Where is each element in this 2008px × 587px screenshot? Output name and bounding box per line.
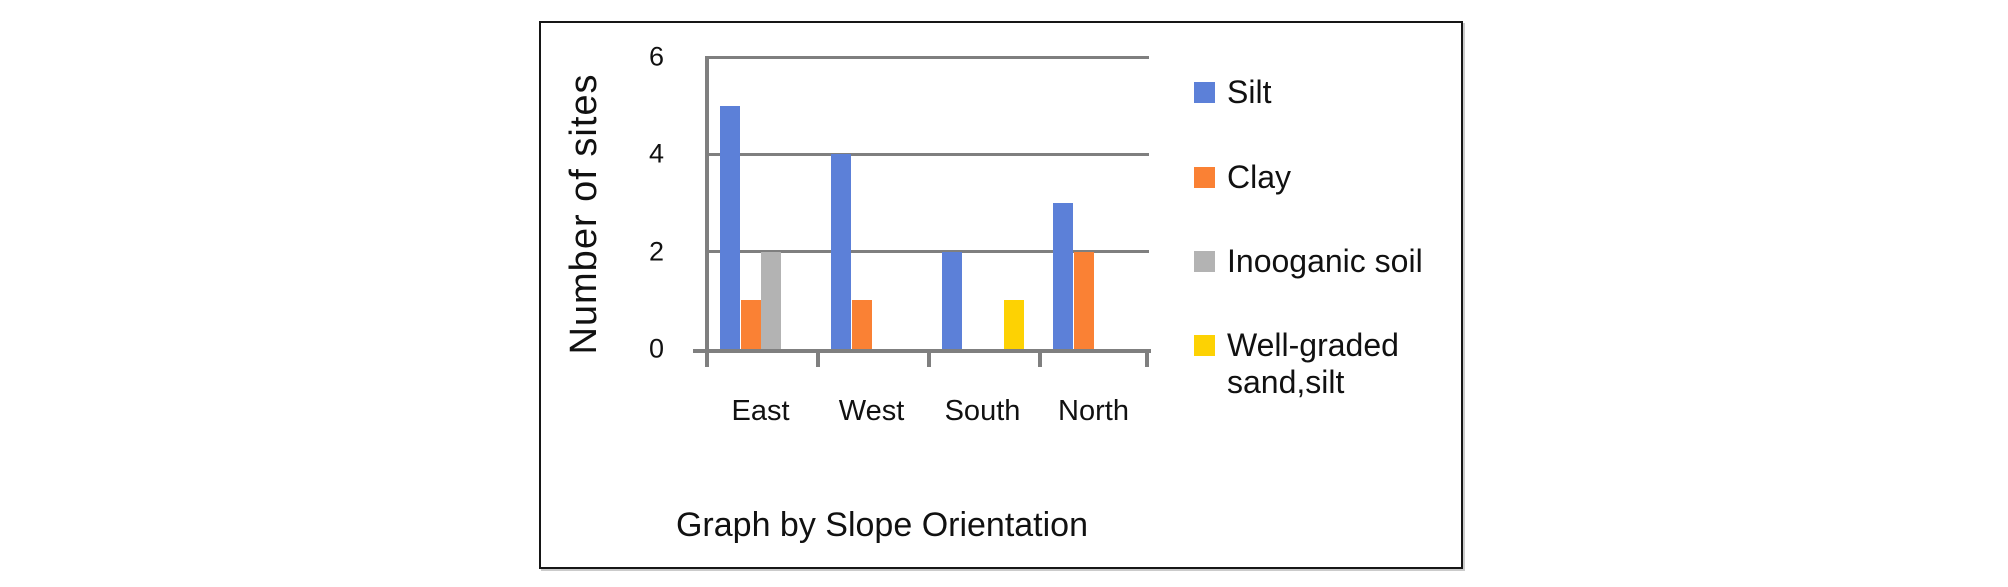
bar-clay-north bbox=[1073, 251, 1094, 349]
bar-silt-south bbox=[942, 251, 962, 349]
bar-well-graded-sand-silt-south bbox=[1003, 300, 1024, 349]
x-category-label-south: South bbox=[944, 395, 1021, 427]
x-category-label-north: North bbox=[1058, 395, 1129, 427]
y-axis-title: Number of sites bbox=[563, 73, 605, 355]
y-tick-label-4: 4 bbox=[648, 138, 664, 169]
x-axis-line bbox=[693, 349, 1151, 353]
bar-clay-east bbox=[740, 300, 761, 349]
legend-item-well-graded-sand-silt: Well-graded sand,silt bbox=[1194, 327, 1445, 401]
legend-label: Well-graded sand,silt bbox=[1227, 327, 1399, 400]
bar-inooganic-soil-east bbox=[761, 251, 781, 349]
legend-swatch-icon bbox=[1194, 335, 1215, 356]
legend-item-silt: Silt bbox=[1194, 74, 1271, 111]
legend-swatch-icon bbox=[1194, 251, 1215, 272]
gridline-y6 bbox=[705, 55, 1149, 59]
bar-clay-west bbox=[851, 300, 872, 349]
x-axis-tick bbox=[705, 351, 709, 367]
legend-swatch-icon bbox=[1194, 82, 1215, 103]
plot-area bbox=[693, 55, 1151, 367]
legend-item-inooganic-soil: Inooganic soil bbox=[1194, 243, 1423, 280]
y-tick-label-0: 0 bbox=[648, 333, 664, 364]
y-tick-label-2: 2 bbox=[648, 236, 664, 267]
legend-label: Inooganic soil bbox=[1227, 243, 1423, 279]
legend-swatch-icon bbox=[1194, 167, 1215, 188]
gridline-y4 bbox=[705, 152, 1149, 156]
gridline-y2 bbox=[705, 250, 1149, 254]
x-axis-tick bbox=[927, 351, 931, 367]
x-axis-tick bbox=[1145, 351, 1149, 367]
bar-silt-east bbox=[720, 105, 740, 349]
legend-item-clay: Clay bbox=[1194, 159, 1291, 196]
chart-title: Graph by Slope Orientation bbox=[675, 506, 1089, 544]
y-axis-line bbox=[705, 57, 709, 349]
bar-silt-west bbox=[831, 154, 851, 349]
bar-silt-north bbox=[1053, 203, 1073, 349]
y-tick-label-6: 6 bbox=[648, 41, 664, 72]
x-axis-tick bbox=[816, 351, 820, 367]
legend-label: Clay bbox=[1227, 159, 1292, 195]
x-category-label-west: West bbox=[838, 395, 905, 427]
x-category-label-east: East bbox=[731, 395, 790, 427]
legend-label: Silt bbox=[1227, 74, 1272, 110]
x-axis-tick bbox=[1038, 351, 1042, 367]
